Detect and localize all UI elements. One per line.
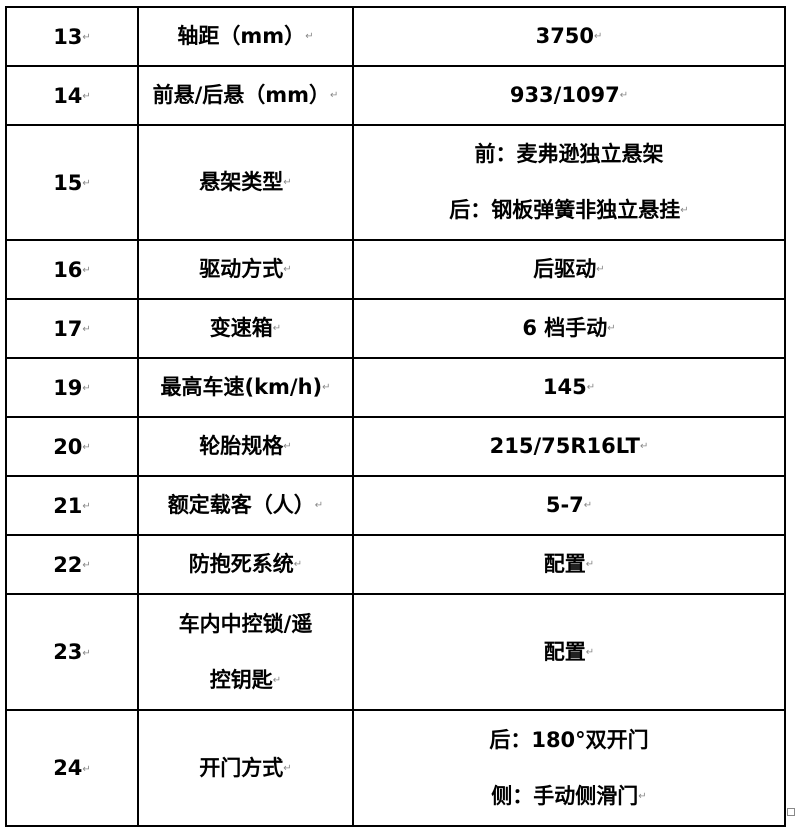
item-cell: 悬架类型	[137, 124, 354, 241]
value-cell-text: 配置	[354, 624, 784, 681]
value-cell-text: 后驱动	[354, 241, 784, 298]
value-cell: 配置	[352, 534, 786, 595]
table-row: 14 前悬/后悬（mm）933/1097	[5, 65, 786, 126]
value-cell-text: 前：麦弗逊独立悬架	[474, 142, 664, 166]
value-cell: 3750	[352, 6, 786, 67]
value-cell: 后：180°双开门侧：手动侧滑门	[352, 709, 786, 827]
item-cell-text: 最高车速(km/h)	[139, 359, 352, 416]
row-number: 24	[53, 756, 91, 780]
row-number-cell: 23	[5, 593, 139, 711]
value-cell-text: 后：180°双开门	[489, 727, 649, 752]
row-number-cell: 17	[5, 298, 139, 359]
table-row: 13 轴距（mm）3750	[5, 6, 786, 67]
item-cell-text: 前悬/后悬（mm）	[139, 67, 352, 124]
row-number-cell: 14	[5, 65, 139, 126]
row-number: 20	[53, 435, 91, 459]
row-number: 16	[53, 258, 91, 282]
value-cell-text: 933/1097	[354, 67, 784, 124]
row-number: 22	[53, 553, 91, 577]
row-number-cell: 15	[5, 124, 139, 241]
value-cell-text: 145	[354, 359, 784, 416]
item-cell: 防抱死系统	[137, 534, 354, 595]
item-cell: 轮胎规格	[137, 416, 354, 477]
value-cell: 后驱动	[352, 239, 786, 300]
item-cell: 前悬/后悬（mm）	[137, 65, 354, 126]
item-cell: 驱动方式	[137, 239, 354, 300]
value-cell: 215/75R16LT	[352, 416, 786, 477]
row-number-cell: 24	[5, 709, 139, 827]
value-cell-text: 后：钢板弹簧非独立悬挂	[354, 182, 784, 239]
item-cell-text: 开门方式	[139, 740, 352, 797]
table-row: 20 轮胎规格215/75R16LT	[5, 416, 786, 477]
table-row: 22 防抱死系统配置	[5, 534, 786, 595]
row-number-cell: 20	[5, 416, 139, 477]
item-cell-text: 悬架类型	[139, 154, 352, 211]
value-cell-text: 配置	[354, 536, 784, 593]
item-cell-text: 防抱死系统	[139, 536, 352, 593]
value-cell-text: 3750	[354, 8, 784, 65]
item-cell-text: 驱动方式	[139, 241, 352, 298]
row-number-cell: 19	[5, 357, 139, 418]
table-row: 19 最高车速(km/h)145	[5, 357, 786, 418]
item-cell: 变速箱	[137, 298, 354, 359]
row-number-cell: 21	[5, 475, 139, 536]
item-cell: 开门方式	[137, 709, 354, 827]
row-number: 19	[53, 376, 91, 400]
row-number: 21	[53, 494, 91, 518]
spec-table: 13轴距（mm）375014前悬/后悬（mm）933/109715悬架类型前：麦…	[5, 6, 786, 827]
row-number: 13	[53, 25, 91, 49]
item-cell: 额定载客（人）	[137, 475, 354, 536]
row-number-cell: 16	[5, 239, 139, 300]
value-cell-text: 侧：手动侧滑门	[354, 768, 784, 825]
item-cell-text: 车内中控锁/遥	[178, 611, 313, 636]
item-cell-text: 轴距（mm）	[139, 8, 352, 65]
table-row: 17 变速箱6 档手动	[5, 298, 786, 359]
row-number-cell: 22	[5, 534, 139, 595]
value-cell-text: 5-7	[354, 477, 784, 534]
item-cell: 轴距（mm）	[137, 6, 354, 67]
row-number: 15	[53, 171, 91, 195]
value-cell: 6 档手动	[352, 298, 786, 359]
item-cell-text: 额定载客（人）	[139, 477, 352, 534]
row-number-cell: 13	[5, 6, 139, 67]
table-row: 23 车内中控锁/遥控钥匙配置	[5, 593, 786, 711]
row-number: 14	[53, 84, 91, 108]
item-cell-text: 变速箱	[139, 300, 352, 357]
item-cell-text: 控钥匙	[139, 652, 352, 709]
row-number: 17	[53, 317, 91, 341]
value-cell: 933/1097	[352, 65, 786, 126]
item-cell: 车内中控锁/遥控钥匙	[137, 593, 354, 711]
item-cell-text: 轮胎规格	[139, 418, 352, 475]
value-cell: 前：麦弗逊独立悬架后：钢板弹簧非独立悬挂	[352, 124, 786, 241]
table-row: 16 驱动方式后驱动	[5, 239, 786, 300]
row-number: 23	[53, 640, 91, 664]
value-cell-text: 6 档手动	[354, 300, 784, 357]
value-cell: 5-7	[352, 475, 786, 536]
end-of-document-marker	[787, 808, 795, 816]
value-cell: 145	[352, 357, 786, 418]
item-cell: 最高车速(km/h)	[137, 357, 354, 418]
value-cell-text: 215/75R16LT	[354, 418, 784, 475]
value-cell: 配置	[352, 593, 786, 711]
table-row: 21 额定载客（人）5-7	[5, 475, 786, 536]
